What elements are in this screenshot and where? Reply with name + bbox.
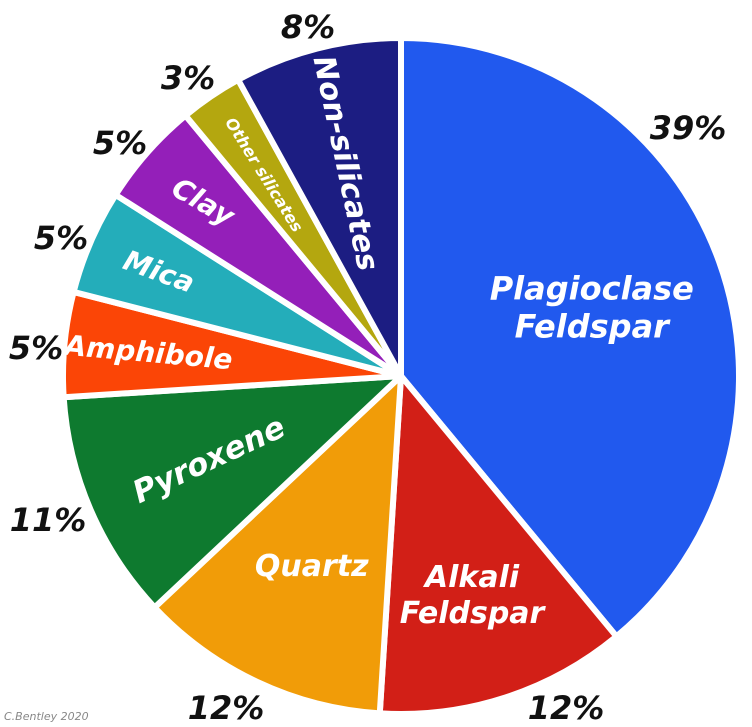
percent-label: 12% <box>188 689 265 727</box>
percent-label: 12% <box>528 689 605 727</box>
percent-label: 39% <box>650 109 727 147</box>
slice-label: Quartz <box>255 549 369 584</box>
percent-labels: 39% 12% 12% 11% 5% 5% 5% 3% 8% <box>9 8 726 727</box>
slice-non-silicates <box>235 35 404 379</box>
percent-label: 5% <box>34 219 88 257</box>
slice-pyroxene <box>60 373 404 611</box>
percent-label: 11% <box>10 501 87 539</box>
slice-quartz <box>151 373 404 717</box>
pie-slices <box>60 35 742 717</box>
slice-alkali-feldspar <box>376 373 620 717</box>
slice-label: Plagioclase Feldspar <box>490 269 694 345</box>
credit-text: C.Bentley 2020 <box>4 710 89 723</box>
percent-label: 3% <box>161 59 215 97</box>
slice-label: Alkali Feldspar <box>400 560 547 631</box>
percent-label: 8% <box>281 8 335 46</box>
percent-label: 5% <box>9 329 63 367</box>
percent-label: 5% <box>93 124 147 162</box>
slice-plagioclase-feldspar <box>398 35 742 640</box>
